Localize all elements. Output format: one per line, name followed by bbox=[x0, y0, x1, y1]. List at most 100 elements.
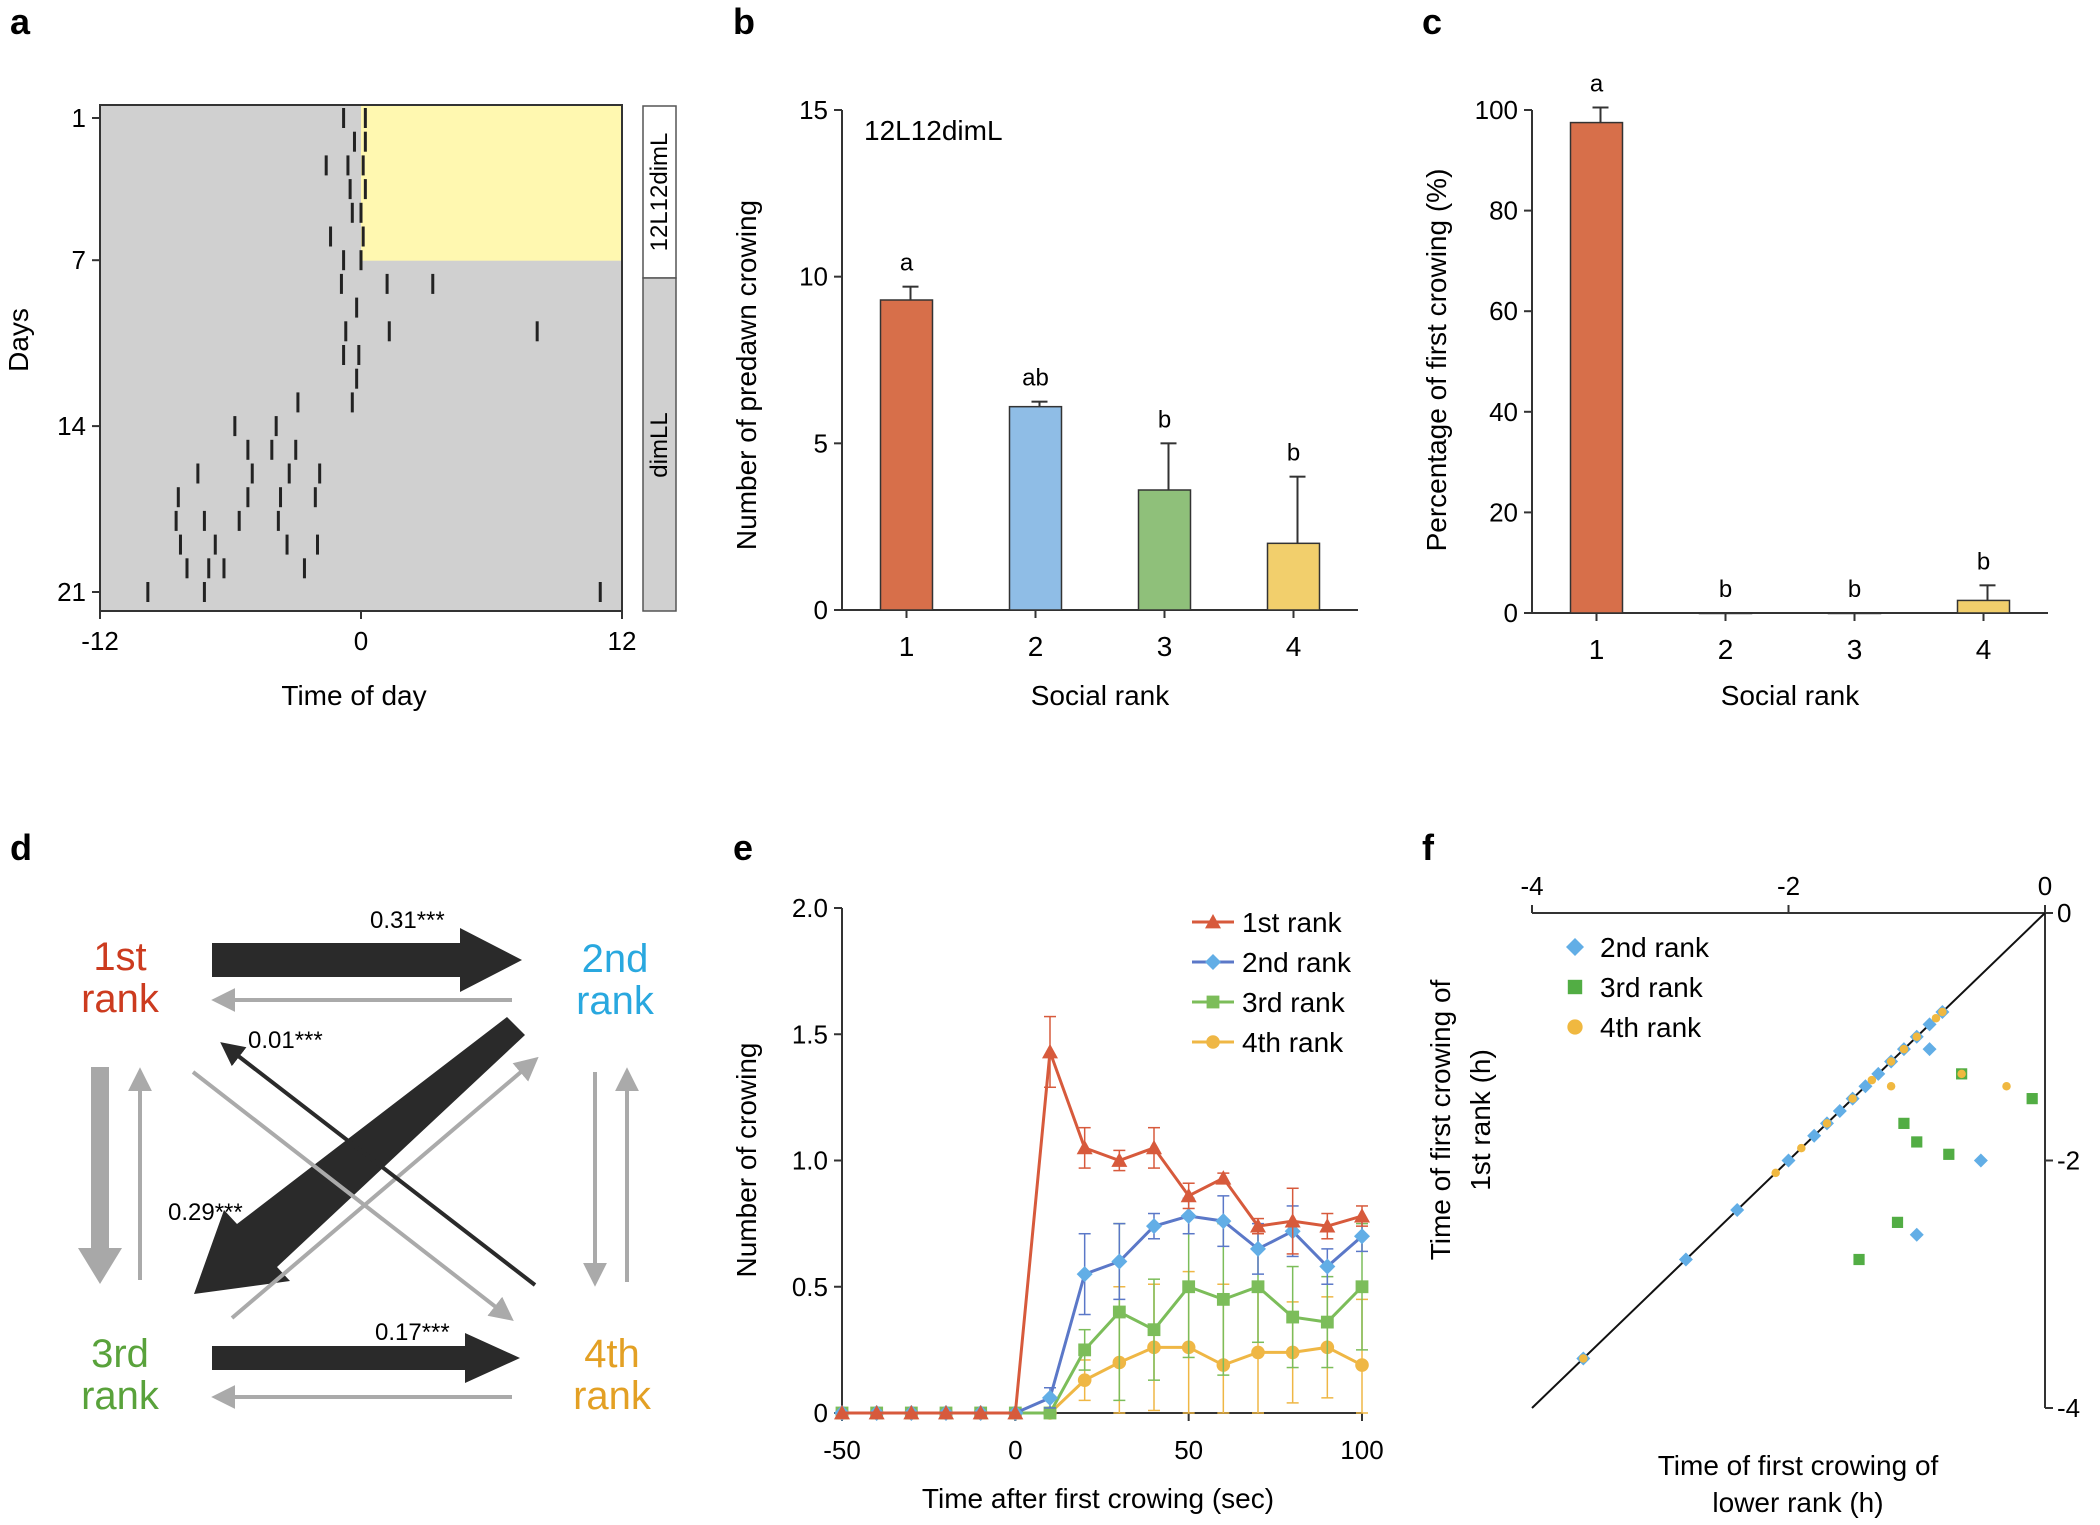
data-point bbox=[1112, 1305, 1126, 1319]
significance-label: b bbox=[1848, 576, 1861, 603]
data-point bbox=[1111, 1152, 1128, 1167]
data-point bbox=[1931, 1013, 1941, 1023]
panel-b-plot: 0 5 10 15 a 1 ab 2 b 3 b 4 bbox=[799, 95, 1358, 662]
activity-bout bbox=[274, 416, 278, 437]
edge-label-3rd-4th: 0.17*** bbox=[375, 1319, 450, 1346]
data-point bbox=[1215, 1170, 1232, 1185]
activity-bout bbox=[361, 226, 365, 247]
activity-bout bbox=[342, 250, 346, 271]
activity-bout bbox=[316, 534, 319, 555]
data-point bbox=[2026, 1093, 2038, 1105]
node-2nd-rank-line1: 2nd bbox=[582, 937, 649, 981]
xtick-label: 4 bbox=[1286, 631, 1302, 662]
ytick-label: 5 bbox=[814, 428, 828, 458]
data-point bbox=[868, 1405, 885, 1420]
data-point bbox=[1077, 1373, 1092, 1387]
ytick-label: 0 bbox=[814, 1398, 828, 1428]
panel-f-xlabel-line2: lower rank (h) bbox=[1712, 1487, 1883, 1518]
activity-bout bbox=[202, 510, 206, 531]
activity-bout bbox=[329, 226, 333, 247]
xtick-label: 3 bbox=[1157, 631, 1173, 662]
activity-bout bbox=[350, 392, 354, 413]
data-point bbox=[1042, 1389, 1058, 1406]
activity-bout bbox=[185, 558, 189, 579]
actogram-ylabel: Days bbox=[3, 308, 34, 372]
node-4th-rank-line1: 4th bbox=[584, 1332, 640, 1376]
data-point bbox=[1319, 1218, 1336, 1233]
data-point bbox=[1973, 1153, 1988, 1168]
activity-bout bbox=[352, 131, 356, 152]
xtick-label: 0 bbox=[2038, 871, 2052, 901]
legend-label: 2nd rank bbox=[1242, 947, 1352, 978]
data-point bbox=[1909, 1227, 1924, 1242]
activity-bout bbox=[178, 534, 182, 555]
panel-e-legend: 1st rank 2nd rank 3rd rank 4th rank bbox=[1192, 907, 1352, 1058]
data-point bbox=[1354, 1208, 1370, 1223]
activity-bout bbox=[222, 558, 226, 579]
data-point bbox=[1886, 1082, 1896, 1091]
data-point bbox=[1911, 1136, 1923, 1148]
xtick-label: -2 bbox=[1777, 871, 1800, 901]
data-point bbox=[1867, 1075, 1877, 1085]
panel-d-diagram: 1st rank 2nd rank 3rd rank 4th rank 0.31… bbox=[78, 907, 655, 1418]
data-point bbox=[1938, 1007, 1947, 1017]
panel-f-legend: 2nd rank 3rd rank 4th rank bbox=[1566, 932, 1710, 1043]
panel-label-a: a bbox=[10, 1, 31, 42]
arrow-3rd-to-2nd bbox=[230, 1056, 539, 1320]
legend-label: 2nd rank bbox=[1600, 932, 1710, 963]
panel-e-xlabel: Time after first crowing (sec) bbox=[922, 1483, 1274, 1514]
data-point bbox=[1182, 1280, 1196, 1294]
node-1st-rank-line1: 1st bbox=[93, 935, 146, 979]
series-line bbox=[842, 1051, 1363, 1415]
data-point bbox=[1284, 1213, 1301, 1228]
series-line bbox=[842, 1345, 1363, 1415]
ytick-label: 1 bbox=[72, 103, 86, 133]
ytick-label: 21 bbox=[57, 577, 86, 607]
data-point bbox=[1781, 1153, 1796, 1168]
panel-b-bar-chart: 0 5 10 15 a 1 ab 2 b 3 b 4 12L12dimL Number of pred… bbox=[731, 95, 1358, 711]
activity-bout bbox=[296, 392, 300, 413]
panel-c-bar-chart: 0 20 40 60 80 100 a 1 b 2 b 3 b 4 Percentage of first… bbox=[1421, 70, 2048, 711]
data-point bbox=[1853, 1253, 1865, 1266]
activity-bout bbox=[302, 558, 306, 579]
ytick-label: 0 bbox=[1504, 598, 1518, 628]
xtick-label: 0 bbox=[354, 626, 368, 656]
activity-bout bbox=[146, 582, 150, 602]
data-point bbox=[1146, 1218, 1162, 1235]
condition-label-dimLL: dimLL bbox=[646, 412, 673, 477]
activity-bout bbox=[233, 416, 237, 437]
xtick-label: -50 bbox=[823, 1435, 861, 1465]
data-point bbox=[1215, 1213, 1232, 1230]
ytick-label: 10 bbox=[799, 262, 828, 292]
actogram-xlabel: Time of day bbox=[281, 680, 426, 711]
significance-label: a bbox=[1590, 70, 1604, 97]
series-line bbox=[842, 1284, 1364, 1415]
condition-bar-dimLL bbox=[642, 277, 677, 612]
panel-c-plot: 0 20 40 60 80 100 a 1 b 2 b 3 b 4 bbox=[1475, 70, 2048, 665]
panel-label-e: e bbox=[733, 827, 753, 868]
data-point bbox=[1822, 1119, 1832, 1128]
panel-label-d: d bbox=[10, 827, 32, 868]
panel-f-xlabel-line1: Time of first crowing of bbox=[1658, 1450, 1939, 1481]
edge-label-2nd-1st: 0.01*** bbox=[248, 1027, 323, 1054]
legend-marker bbox=[1206, 995, 1220, 1009]
edge-label-2nd-3rd: 0.29*** bbox=[168, 1199, 243, 1226]
panel-f-scatter: -4 -2 00 -2 -4 2nd rank 3rd rank 4th rank Time… bbox=[1425, 871, 2080, 1518]
xtick-label: 12 bbox=[608, 626, 637, 656]
activity-bout bbox=[357, 345, 361, 365]
activity-bout bbox=[598, 582, 602, 602]
legend-marker bbox=[1566, 938, 1584, 956]
actogram-bouts bbox=[146, 108, 602, 602]
activity-bout bbox=[339, 273, 343, 294]
ytick-label: 100 bbox=[1475, 95, 1518, 125]
panel-label-b: b bbox=[733, 1, 755, 42]
activity-bout bbox=[213, 534, 217, 555]
data-point bbox=[1042, 1043, 1058, 1059]
data-point bbox=[1076, 1266, 1093, 1283]
activity-bout bbox=[387, 321, 391, 342]
panel-b-xlabel: Social rank bbox=[1031, 680, 1171, 711]
arrow-1st-to-3rd bbox=[78, 1067, 122, 1284]
ytick-label: 1.0 bbox=[792, 1146, 828, 1176]
activity-bout bbox=[237, 510, 241, 531]
